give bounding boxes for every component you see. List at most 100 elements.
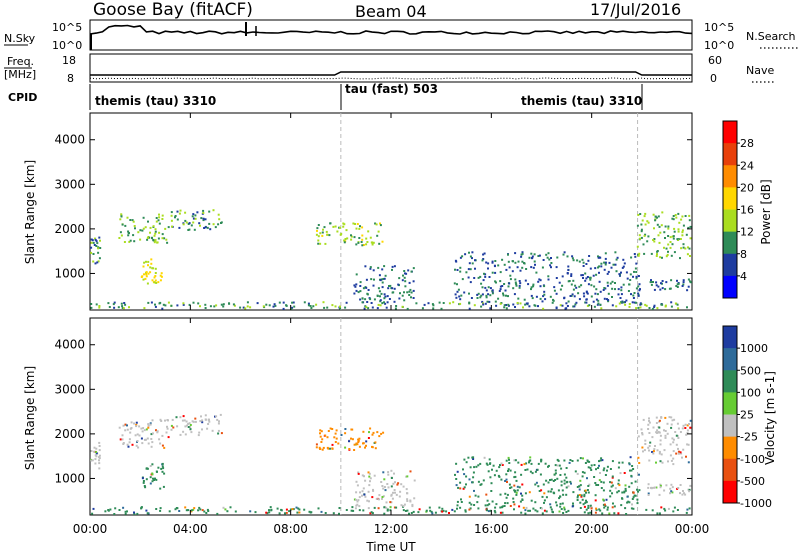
velocity-echoes <box>90 318 692 515</box>
power-colorbar: 28 24 20 16 12 8 4 <box>722 120 754 299</box>
beam-title: Beam 04 <box>355 2 427 21</box>
echo-region-7 <box>454 456 641 510</box>
echo-region-7 <box>453 251 642 305</box>
x-tick-label: 00:00 <box>675 522 710 536</box>
echo-region-5 <box>315 222 384 247</box>
x-tick-label: 12:00 <box>374 522 409 536</box>
echo-region-10 <box>91 506 691 515</box>
colorbar-swatch <box>723 348 737 371</box>
colorbar-tick-label: -25 <box>740 431 758 444</box>
power-colorbar-label: Power [dB] <box>759 179 773 244</box>
colorbar-tick-label: 1000 <box>740 342 768 355</box>
echo-region-1 <box>90 236 102 265</box>
echo-region-9 <box>647 483 692 496</box>
colorbar-swatch <box>723 231 737 255</box>
y-tick-label: 3000 <box>54 382 85 396</box>
colorbar-swatch <box>723 326 737 349</box>
colorbar-swatch <box>723 458 737 482</box>
noise-left-tick-high: 10^5 <box>52 21 82 34</box>
colorbar-swatch <box>723 480 737 504</box>
cpid-segment-1: themis (tau) 3310 <box>95 94 216 108</box>
cpid-panel: CPID themis (tau) 3310 tau (fast) 503 th… <box>8 82 643 110</box>
echo-region-2 <box>118 418 170 449</box>
y-tick-label: 1000 <box>54 471 85 485</box>
echo-region-4 <box>170 413 223 437</box>
noise-panel: N.Sky 10^5 10^0 10^5 10^0 N.Search <box>4 19 800 52</box>
date-title: 17/Jul/2016 <box>590 0 681 19</box>
echo-region-2 <box>118 213 170 244</box>
colorbar-swatch <box>723 209 737 233</box>
echo-region-8 <box>636 211 692 260</box>
freq-panel: Freq. [MHz] 18 8 60 0 Nave <box>4 53 776 85</box>
y-tick-label: 3000 <box>54 177 85 191</box>
echo-region-6 <box>353 265 415 305</box>
noise-left-tick-low: 10^0 <box>52 39 82 52</box>
colorbar-tick-label: 100 <box>740 386 761 399</box>
colorbar-tick-label: 28 <box>740 137 754 150</box>
x-tick-label: 00:00 <box>73 522 108 536</box>
colorbar-swatch <box>723 121 737 144</box>
x-tick-label: 16:00 <box>474 522 509 536</box>
y-tick-label: 4000 <box>54 133 85 147</box>
colorbar-tick-label: 16 <box>740 204 754 217</box>
colorbar-swatch <box>723 187 737 210</box>
colorbar-tick-label: -500 <box>740 475 765 488</box>
freq-label-2: [MHz] <box>4 68 36 81</box>
freq-tick-high: 18 <box>62 54 76 67</box>
echo-region-6 <box>353 469 416 510</box>
cpid-label: CPID <box>8 91 37 104</box>
echo-region-3 <box>141 462 166 490</box>
colorbar-swatch <box>723 414 737 438</box>
colorbar-tick-label: 500 <box>740 364 761 377</box>
colorbar-tick-label: 24 <box>740 159 754 172</box>
echo-region-3 <box>140 258 163 285</box>
noise-series <box>89 24 693 35</box>
colorbar-tick-label: 4 <box>740 270 747 283</box>
x-axis: 00:00 04:00 08:00 12:00 16:00 20:00 00:00 <box>73 113 710 536</box>
nave-tick-high: 60 <box>708 54 722 67</box>
noise-right-tick-low: 10^0 <box>704 39 734 52</box>
velocity-panel: 1000 2000 3000 4000 Slant Range [km] 1000 50… <box>23 317 777 516</box>
nave-tick-low: 0 <box>710 72 717 85</box>
freq-series <box>90 71 692 76</box>
echo-region-9 <box>649 278 692 292</box>
freq-tick-low: 8 <box>67 72 74 85</box>
colorbar-swatch <box>723 253 737 277</box>
colorbar-swatch <box>723 143 737 166</box>
freq-label-1: Freq. <box>7 55 34 68</box>
velocity-ylabel: Slant Range [km] <box>23 366 37 470</box>
y-tick-label: 2000 <box>54 427 85 441</box>
echo-region-1 <box>90 441 101 470</box>
colorbar-tick-label: -100 <box>740 453 765 466</box>
echo-region-5 <box>315 427 385 451</box>
y-tick-label: 2000 <box>54 222 85 236</box>
y-tick-label: 1000 <box>54 266 85 280</box>
colorbar-swatch <box>723 165 737 188</box>
radar-title: Goose Bay (fitACF) <box>93 0 253 20</box>
colorbar-swatch <box>723 392 737 415</box>
nave-series <box>89 77 693 80</box>
power-ylabel: Slant Range [km] <box>23 160 37 264</box>
cpid-segment-2: tau (fast) 503 <box>345 82 438 96</box>
power-echoes <box>90 113 692 310</box>
noise-right-label: N.Search <box>746 30 796 43</box>
echo-region-8 <box>637 416 692 466</box>
echo-region-4 <box>170 209 223 231</box>
x-tick-label: 08:00 <box>273 522 308 536</box>
colorbar-tick-label: 12 <box>740 226 754 239</box>
velocity-colorbar-label: Velocity [m s-1] <box>763 371 777 465</box>
colorbar-tick-label: 20 <box>740 181 754 194</box>
x-tick-label: 20:00 <box>574 522 609 536</box>
echo-region-10 <box>90 301 688 310</box>
y-tick-label: 4000 <box>54 338 85 352</box>
colorbar-tick-label: 25 <box>740 409 754 422</box>
x-axis-label: Time UT <box>365 540 416 554</box>
velocity-colorbar: 1000 500 100 25 -25 -100 -500 -1000 <box>722 325 772 510</box>
power-panel: 1000 2000 3000 4000 Slant Range [km] 28 24 20… <box>23 112 773 311</box>
colorbar-swatch <box>723 370 737 393</box>
x-tick-label: 04:00 <box>173 522 208 536</box>
velocity-y-axis: 1000 2000 3000 4000 <box>54 338 692 485</box>
colorbar-swatch <box>723 436 737 460</box>
colorbar-swatch <box>723 275 737 299</box>
